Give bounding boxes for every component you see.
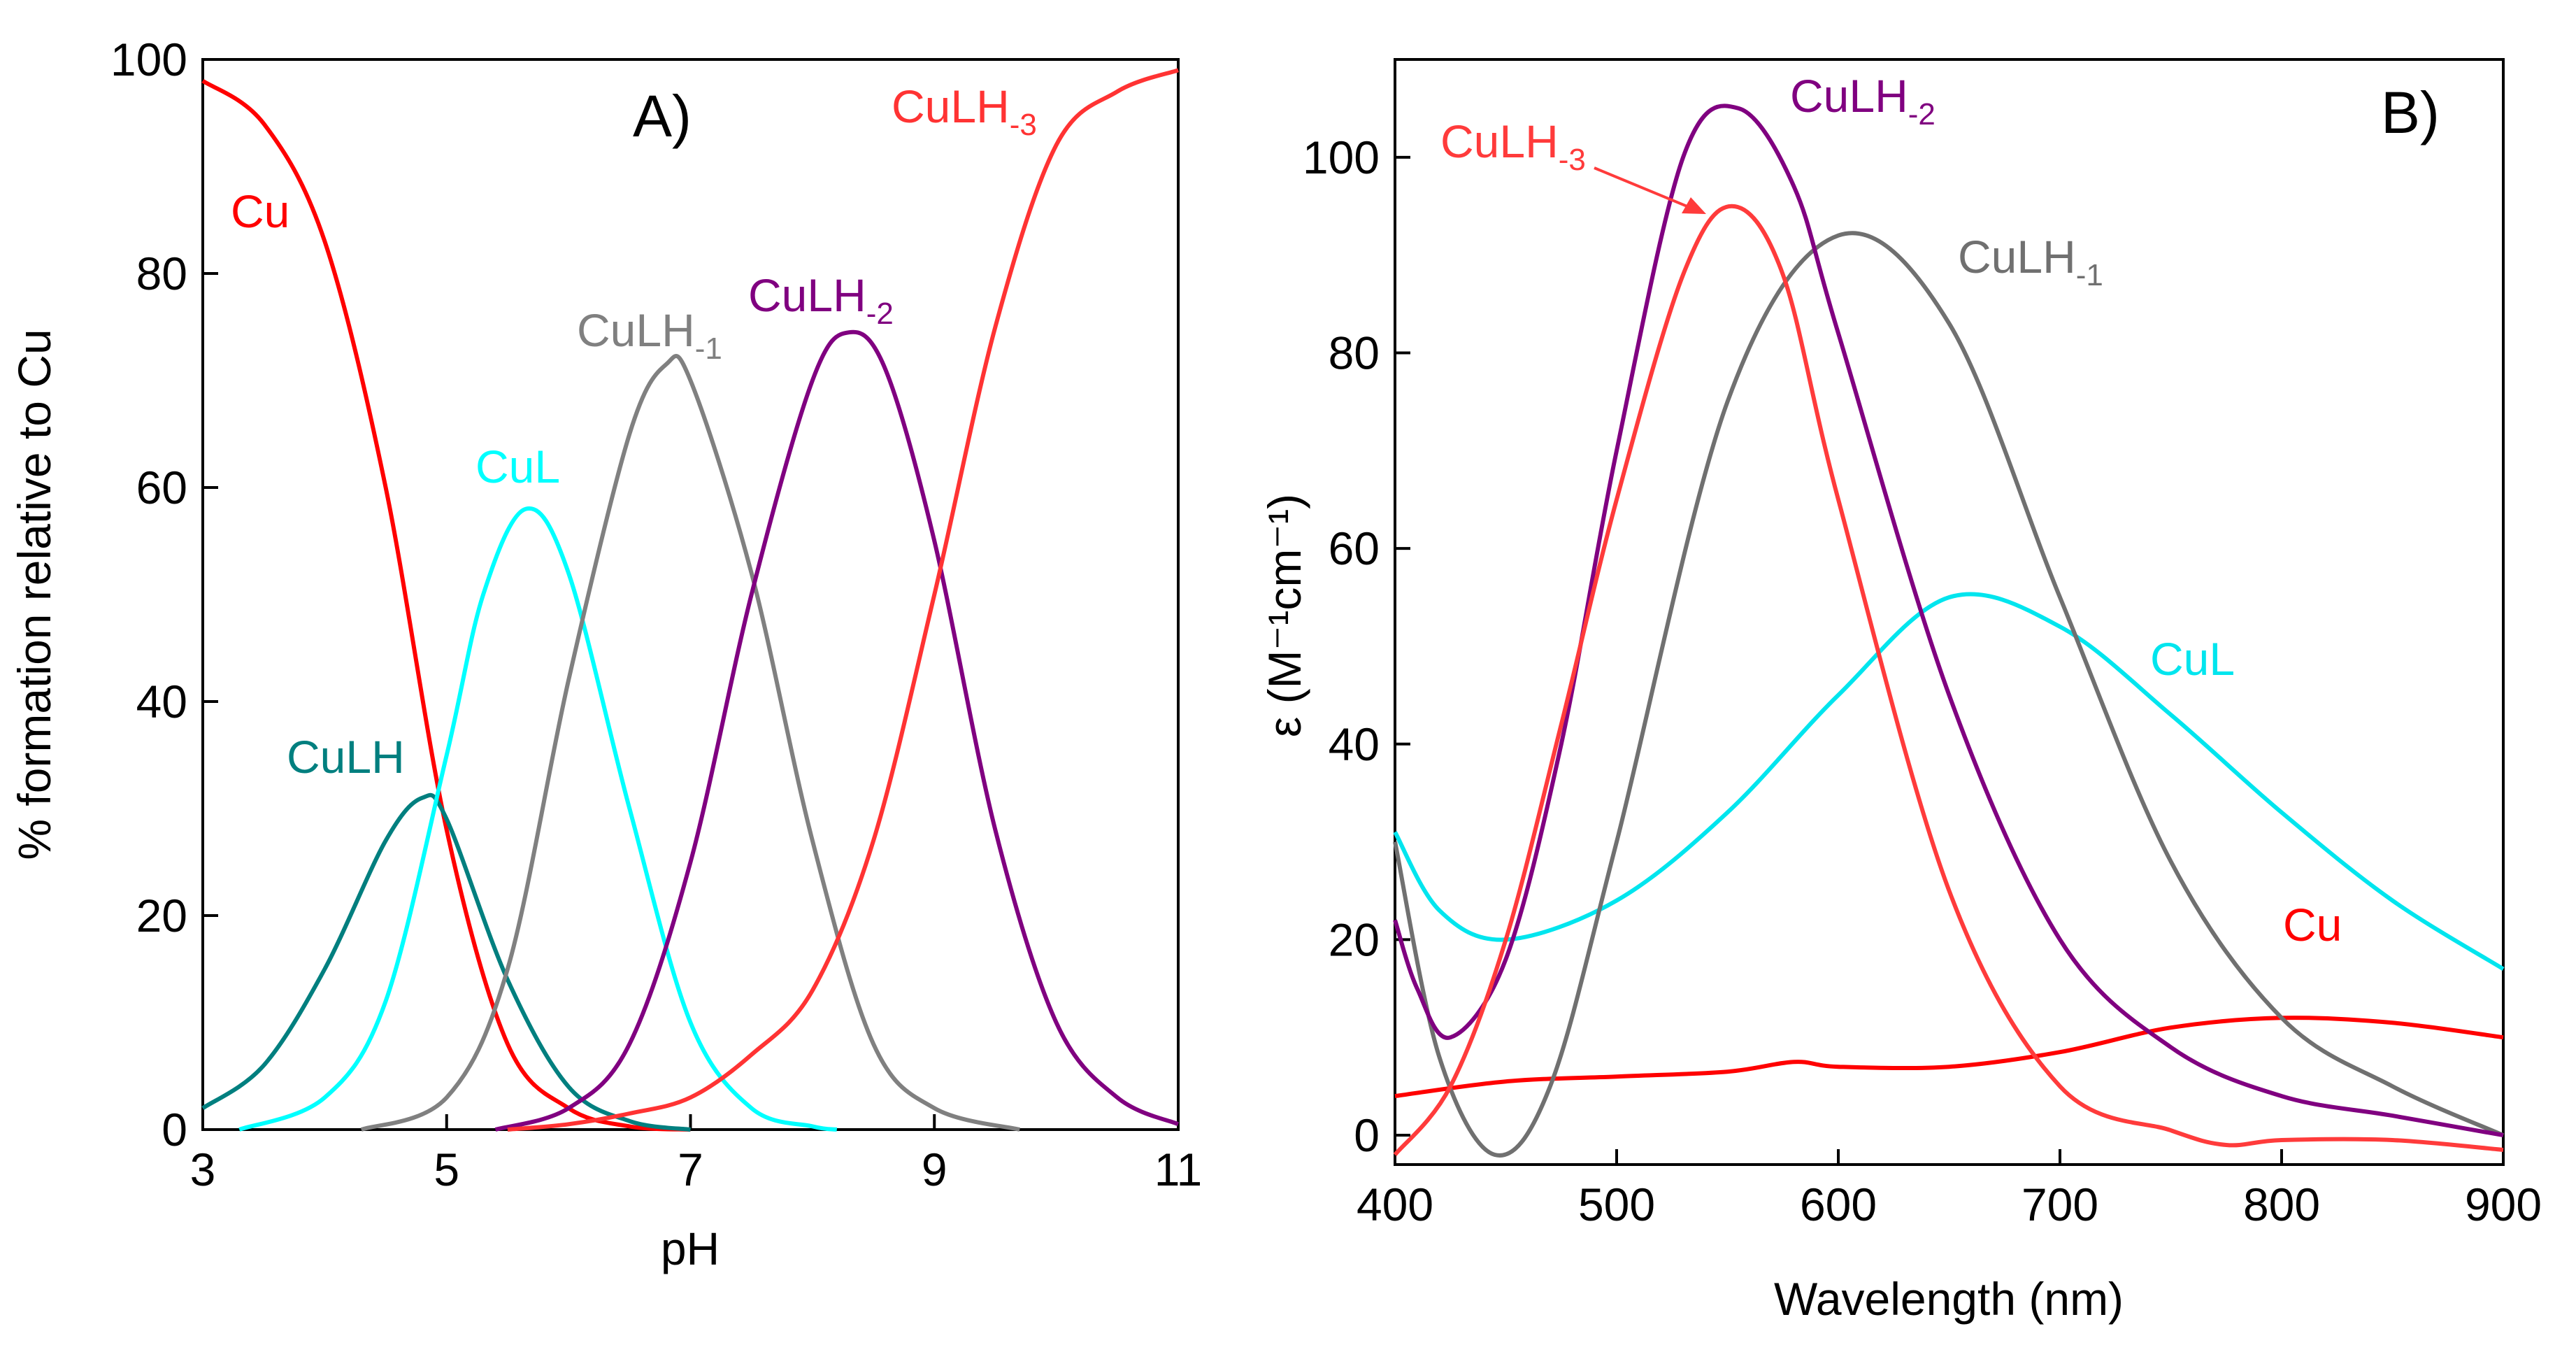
panel-b-series-culh-1 bbox=[1393, 231, 2505, 1158]
panel-b-culh3-arrow bbox=[1594, 166, 1693, 210]
panel-b-xlabel: Wavelength (nm) bbox=[1774, 1273, 2124, 1325]
panel-a-label-culh-1: CuLH-1 bbox=[577, 304, 722, 366]
panel-b-series-cu bbox=[1394, 1016, 2504, 1099]
panel-a-frame bbox=[201, 58, 1180, 1131]
panel-a: 3 5 7 9 11 0 20 40 60 80 100 Cu CuLH CuL CuLH-1 CuLH-2… bbox=[8, 34, 1202, 1274]
panel-b-xtick-label: 500 bbox=[1578, 1179, 1655, 1230]
panel-b-xtick-label: 400 bbox=[1357, 1179, 1433, 1230]
panel-a-labels: Cu CuLH CuL CuLH-1 CuLH-2 CuLH-3 bbox=[231, 80, 1037, 783]
panel-a-ticks: 3 5 7 9 11 0 20 40 60 80 100 bbox=[110, 34, 1202, 1195]
panel-a-series-cu bbox=[201, 79, 691, 1132]
panel-b-xtick-label: 700 bbox=[2022, 1179, 2098, 1230]
panel-b-labels: Cu CuL CuLH-1 CuLH-2 CuLH-3 bbox=[1440, 70, 2342, 951]
panel-a-xtick-label: 9 bbox=[922, 1144, 947, 1195]
panel-a-label-culh-2: CuLH-2 bbox=[748, 269, 894, 331]
panel-b-ticks: 400 500 600 700 800 900 0 20 40 60 80 100 bbox=[1303, 131, 2542, 1230]
panel-b-ytick-label: 40 bbox=[1329, 718, 1380, 770]
panel-b-series-cul bbox=[1393, 592, 2505, 971]
panel-a-series-culh-3 bbox=[507, 68, 1179, 1132]
panel-a-xlabel: pH bbox=[661, 1223, 720, 1274]
panel-b-label-culh-3: CuLH-3 bbox=[1440, 115, 1586, 177]
panel-a-ylabel: % formation relative to Cu bbox=[8, 329, 60, 860]
panel-a-xtick-label: 3 bbox=[190, 1144, 216, 1195]
panel-a-xtick-label: 11 bbox=[1154, 1144, 1203, 1195]
panel-b-culh3-arrowhead bbox=[1682, 197, 1706, 214]
panel-a-ytick-label: 0 bbox=[162, 1104, 187, 1155]
panel-b-label-culh-1: CuLH-1 bbox=[1958, 231, 2103, 292]
panel-a-ytick-label: 40 bbox=[136, 676, 187, 727]
panel-a-ytick-label: 60 bbox=[136, 462, 187, 513]
panel-a-ytick-label: 20 bbox=[136, 890, 187, 941]
panel-a-label-culh: CuLH bbox=[287, 731, 405, 783]
panel-b-ytick-label: 0 bbox=[1354, 1109, 1380, 1161]
panel-a-label-culh-3: CuLH-3 bbox=[892, 80, 1037, 142]
panel-a-series-culh-2 bbox=[494, 329, 1180, 1132]
panel-a-ytick-label: 80 bbox=[136, 248, 187, 299]
panel-b-frame bbox=[1394, 58, 2505, 1166]
panel-a-xtick-label: 5 bbox=[434, 1144, 459, 1195]
panel-b-xtick-label: 600 bbox=[1800, 1179, 1877, 1230]
panel-b-series-culh-2 bbox=[1393, 104, 2504, 1138]
panel-b-ytick-label: 80 bbox=[1329, 327, 1380, 378]
panel-b-xtick-label: 900 bbox=[2465, 1179, 2542, 1230]
panel-b-label: B) bbox=[2381, 80, 2440, 145]
panel-a-label: A) bbox=[633, 83, 692, 149]
panel-b: 400 500 600 700 800 900 0 20 40 60 80 100 Cu CuL CuLH… bbox=[1259, 58, 2542, 1325]
panel-a-series bbox=[201, 68, 1180, 1132]
panel-b-label-culh-2: CuLH-2 bbox=[1790, 70, 1935, 131]
panel-b-ytick-label: 60 bbox=[1329, 522, 1380, 574]
panel-a-series-culh-1 bbox=[360, 354, 1021, 1132]
panel-a-xtick-label: 7 bbox=[678, 1144, 703, 1195]
panel-b-xtick-label: 800 bbox=[2243, 1179, 2320, 1230]
panel-b-ytick-label: 20 bbox=[1329, 913, 1380, 965]
panel-b-ylabel: ε (M⁻¹cm⁻¹) bbox=[1259, 494, 1310, 737]
panel-b-label-cu: Cu bbox=[2283, 899, 2342, 951]
panel-a-ytick-label: 100 bbox=[110, 34, 187, 85]
panel-a-label-cul: CuL bbox=[475, 441, 560, 492]
panel-b-label-cul: CuL bbox=[2150, 633, 2235, 685]
panel-a-series-cul bbox=[238, 506, 838, 1132]
panel-a-series-culh bbox=[201, 792, 691, 1132]
panel-a-label-cu: Cu bbox=[231, 185, 289, 237]
panel-b-series bbox=[1393, 104, 2505, 1158]
panel-b-ytick-label: 100 bbox=[1303, 131, 1380, 183]
panel-b-series-culh-3 bbox=[1393, 204, 2504, 1156]
